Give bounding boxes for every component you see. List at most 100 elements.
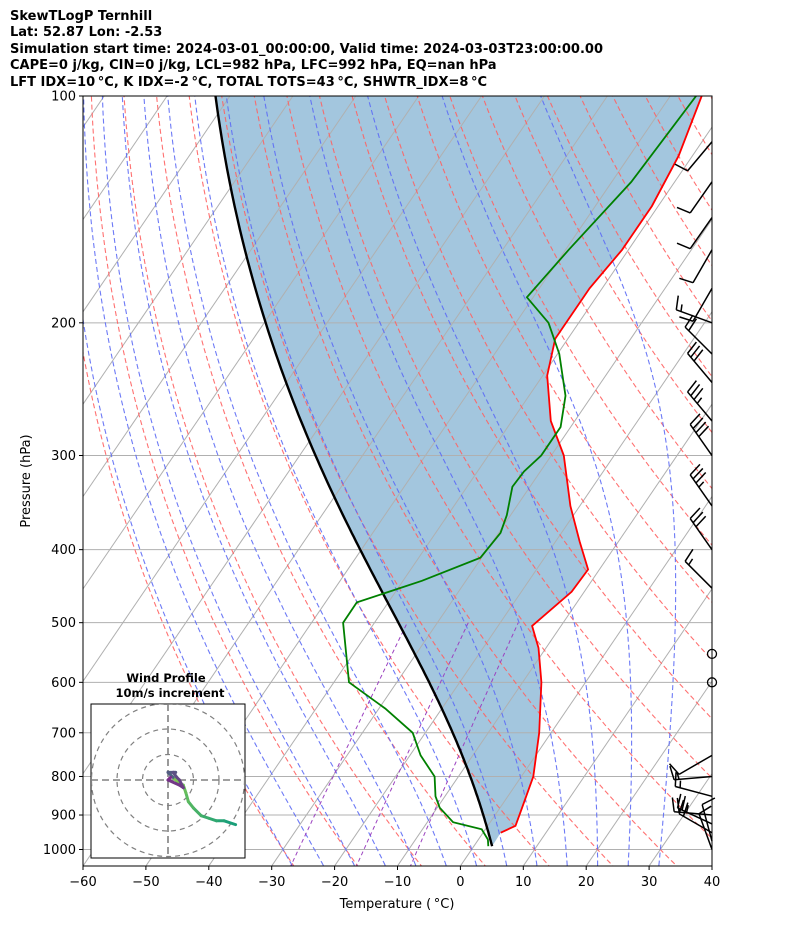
moist-adiabat bbox=[143, 96, 417, 866]
barb-full bbox=[695, 421, 707, 434]
x-tick-label--30: −30 bbox=[258, 875, 285, 890]
barb-full bbox=[676, 242, 691, 250]
dry-adiabat bbox=[384, 96, 712, 662]
barb-full bbox=[698, 805, 712, 815]
x-tick-label--20: −20 bbox=[321, 875, 348, 890]
plot-lines bbox=[214, 96, 703, 847]
wind-barb bbox=[674, 141, 713, 172]
barb-staff bbox=[689, 474, 713, 507]
moist-adiabat bbox=[263, 96, 538, 866]
hodograph-inset: Wind Profile 10m/s increment bbox=[90, 671, 246, 859]
barb-staff bbox=[692, 287, 713, 322]
x-tick-label-0: 0 bbox=[456, 875, 464, 890]
dry-adiabat bbox=[83, 349, 295, 866]
isotherm--120 bbox=[83, 96, 231, 313]
y-tick-label-300: 300 bbox=[51, 449, 76, 464]
barb-staff bbox=[701, 804, 713, 842]
x-tick-label-10: 10 bbox=[515, 875, 532, 890]
barb-full bbox=[676, 206, 691, 214]
y-tick-label-900: 900 bbox=[51, 809, 76, 824]
y-tick-label-500: 500 bbox=[51, 616, 76, 631]
y-tick-label-100: 100 bbox=[51, 90, 76, 105]
x-tick-label--50: −50 bbox=[132, 875, 159, 890]
y-tick-label-800: 800 bbox=[51, 770, 76, 785]
y-tick-label-600: 600 bbox=[51, 676, 76, 691]
barb-full bbox=[671, 797, 675, 812]
stability-indices-2: LFT IDX=10 °C, K IDX=-2 °C, TOTAL TOTS=4… bbox=[10, 74, 488, 90]
barb-full bbox=[688, 318, 698, 332]
stability-indices-1: CAPE=0 j/kg, CIN=0 j/kg, LCL=982 hPa, LF… bbox=[10, 58, 497, 74]
chart-header: SkewTLogP Ternhill Lat: 52.87 Lon: -2.53… bbox=[10, 9, 603, 91]
x-tick-label--40: −40 bbox=[195, 875, 222, 890]
dry-adiabat bbox=[351, 96, 712, 720]
moist-adiabat bbox=[309, 96, 568, 866]
barb-staff bbox=[689, 518, 713, 551]
dry-adiabat bbox=[286, 96, 712, 840]
isotherm--30 bbox=[271, 218, 712, 866]
wind-barb bbox=[668, 754, 713, 776]
barb-staff bbox=[674, 810, 713, 816]
barb-staff bbox=[676, 309, 713, 324]
dry-adiabat bbox=[754, 62, 794, 881]
wind-barb bbox=[686, 380, 713, 422]
wind-barb bbox=[689, 413, 713, 456]
chart-title: SkewTLogP Ternhill bbox=[10, 9, 153, 24]
barb-half bbox=[698, 481, 705, 488]
hodograph-segment bbox=[184, 791, 190, 804]
x-tick-label--60: −60 bbox=[69, 875, 96, 890]
barb-full bbox=[686, 380, 697, 393]
wind-barb bbox=[684, 314, 713, 355]
wind-barb bbox=[674, 772, 713, 798]
isotherm--100 bbox=[83, 96, 357, 498]
barb-half bbox=[676, 772, 680, 780]
barb-staff bbox=[677, 807, 713, 825]
isotherm--130 bbox=[83, 96, 168, 221]
isotherm--110 bbox=[83, 96, 294, 406]
barb-staff bbox=[678, 754, 713, 776]
isotherm--20 bbox=[334, 310, 712, 866]
wind-barb bbox=[675, 295, 713, 324]
mixing-ratio-line bbox=[290, 622, 408, 866]
x-axis-title: Temperature ( °C) bbox=[339, 897, 455, 912]
dry-adiabat bbox=[90, 96, 359, 866]
hodograph-segment bbox=[167, 775, 173, 781]
mixing-ratio-line bbox=[409, 622, 519, 866]
barb-staff bbox=[689, 217, 713, 250]
barb-half bbox=[696, 397, 703, 404]
barb-full bbox=[695, 472, 707, 484]
barb-full bbox=[674, 163, 688, 172]
barb-full bbox=[689, 463, 701, 476]
barb-half bbox=[685, 805, 689, 813]
barb-staff bbox=[686, 141, 713, 172]
isotherm--40 bbox=[208, 126, 712, 866]
barb-full bbox=[695, 515, 707, 528]
moist-adiabat bbox=[194, 96, 478, 866]
x-tick-label--10: −10 bbox=[384, 875, 411, 890]
x-tick-label-30: 30 bbox=[641, 875, 658, 890]
isotherm--10 bbox=[397, 403, 712, 866]
hodograph-subtitle: 10m/s increment bbox=[116, 686, 225, 700]
barb-staff bbox=[675, 785, 713, 798]
dry-adiabat bbox=[449, 96, 712, 546]
moist-adiabat bbox=[167, 96, 447, 866]
barb-full bbox=[669, 765, 675, 781]
isotherm-10 bbox=[523, 588, 712, 866]
mixing-ratio-line bbox=[355, 622, 469, 866]
barb-full bbox=[675, 295, 680, 310]
wind-barb bbox=[686, 341, 713, 383]
wind-barb bbox=[706, 648, 718, 660]
wind-barb bbox=[671, 797, 713, 816]
barb-staff bbox=[674, 775, 713, 781]
barb-full bbox=[698, 425, 710, 438]
y-tick-label-400: 400 bbox=[51, 543, 76, 558]
barb-full bbox=[693, 387, 704, 401]
wind-barb bbox=[679, 249, 713, 284]
dry-adiabat bbox=[723, 62, 794, 881]
moist-adiabat bbox=[121, 96, 386, 866]
calm-wind-circle bbox=[706, 677, 718, 688]
dry-adiabat bbox=[253, 96, 678, 866]
barb-staff bbox=[684, 560, 713, 589]
hodograph-segment bbox=[192, 806, 203, 818]
location-coords: Lat: 52.87 Lon: -2.53 bbox=[10, 25, 163, 41]
